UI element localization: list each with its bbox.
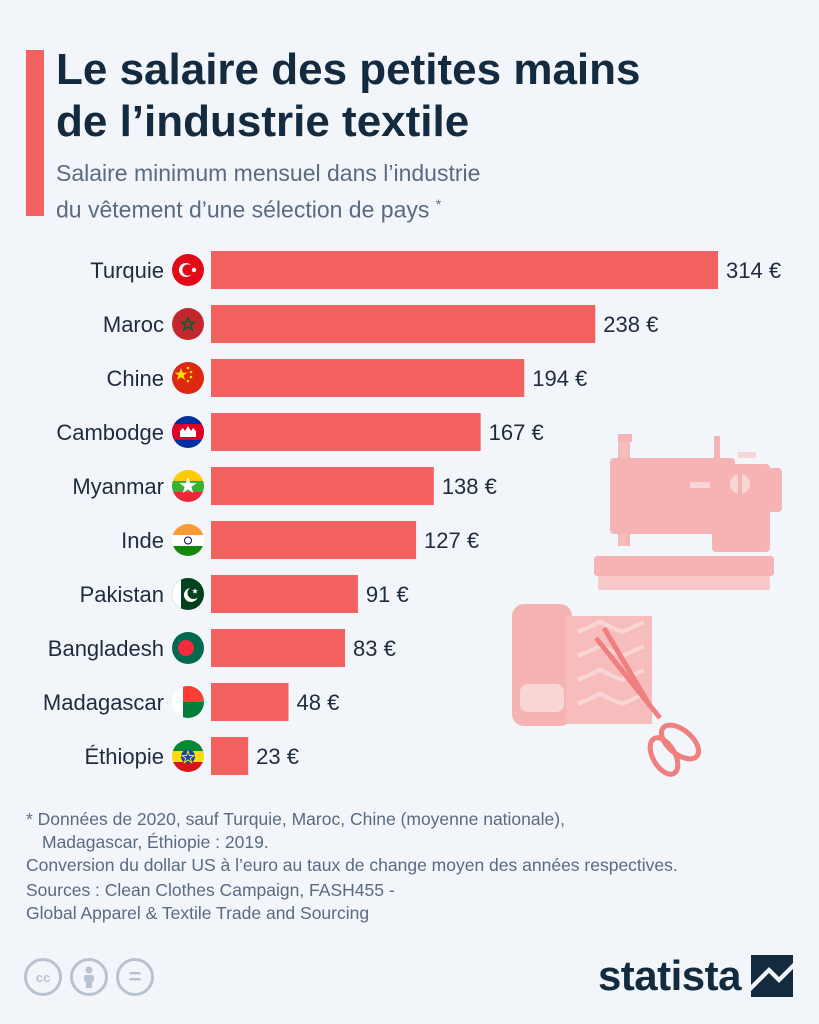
subtitle-footnote-mark: * [435,196,442,212]
bar-row: Cambodge 167 € [56,413,544,451]
statista-mark-icon [751,955,793,997]
bar [211,359,525,397]
category-label: Éthiopie [84,744,164,769]
category-label: Maroc [103,312,164,337]
flag-pakistan-icon [172,578,204,610]
category-label: Chine [107,366,164,391]
value-label: 91 € [366,582,409,607]
creative-commons-icon[interactable]: cc [24,958,62,996]
bar-row: Myanmar 138 € [72,467,497,505]
category-label: Cambodge [56,420,164,445]
logo-text: statista [597,952,742,999]
footnotes: * Données de 2020, sauf Turquie, Maroc, … [26,808,806,925]
bar-row: Turquie 314 € [90,251,781,289]
value-label: 314 € [726,258,781,283]
subtitle-line-2: du vêtement d’une sélection de pays * [56,189,776,226]
bar-row: Éthiopie 23 € [84,737,299,775]
value-label: 48 € [297,690,340,715]
sewing-machine-icon [594,434,782,590]
note-line-2: Madagascar, Éthiopie : 2019. [42,832,269,852]
bar-row: Maroc 238 € [103,305,658,343]
fabric-scissors-icon [512,604,702,777]
bar-row: Inde 127 € [121,521,479,559]
page-subtitle: Salaire minimum mensuel dans l’industrie… [56,158,776,226]
bar-row: Madagascar 48 € [43,683,339,721]
sources-line-1: Sources : Clean Clothes Campaign, FASH45… [26,880,395,900]
value-label: 83 € [353,636,396,661]
bar-row: Pakistan 91 € [80,575,409,613]
flag-india-icon [172,524,204,556]
bar [211,683,289,721]
title-accent-bar [26,50,44,216]
value-label: 23 € [256,744,299,769]
bar [211,251,718,289]
license-icons: cc = [24,958,154,996]
category-label: Inde [121,528,164,553]
value-label: 167 € [489,420,544,445]
page-title: Le salaire des petites mains de l’indust… [56,44,796,148]
flag-bangladesh-icon [172,632,204,664]
category-label: Bangladesh [48,636,164,661]
flag-cambodia-icon [172,416,204,448]
bar-row: Bangladesh 83 € [48,629,396,667]
subtitle-line-1: Salaire minimum mensuel dans l’industrie [56,160,481,186]
bar [211,521,417,559]
bar-chart: Turquie 314 € Maroc 238 € Chine 194 € Cambodge… [43,251,782,777]
conversion-note: Conversion du dollar US à l’euro au taux… [26,855,678,875]
bar [211,737,249,775]
bar [211,575,358,613]
category-label: Myanmar [72,474,164,499]
flag-madagascar-icon [172,686,204,718]
value-label: 127 € [424,528,479,553]
bar [211,629,346,667]
bar [211,305,596,343]
statista-logo[interactable]: statista [598,952,793,1000]
value-label: 238 € [603,312,658,337]
flag-myanmar-icon [172,470,204,502]
no-derivatives-icon[interactable]: = [116,958,154,996]
category-label: Turquie [90,258,164,283]
bar-row: Chine 194 € [107,359,587,397]
flag-china-icon [172,362,204,394]
flag-morocco-icon [172,308,204,340]
person-icon [84,966,94,988]
bar [211,467,434,505]
flag-turkey-icon [172,254,204,286]
bar [211,413,481,451]
sources-line-2: Global Apparel & Textile Trade and Sourc… [26,903,370,923]
attribution-person-icon[interactable] [70,958,108,996]
value-label: 194 € [532,366,587,391]
title-line-2: de l’industrie textile [56,97,470,146]
note-line-1: * Données de 2020, sauf Turquie, Maroc, … [26,809,565,829]
title-line-1: Le salaire des petites mains [56,45,641,94]
category-label: Pakistan [80,582,164,607]
value-label: 138 € [442,474,497,499]
subtitle-line-2-text: du vêtement d’une sélection de pays [56,196,430,223]
flag-ethiopia-icon [172,740,204,772]
category-label: Madagascar [43,690,164,715]
